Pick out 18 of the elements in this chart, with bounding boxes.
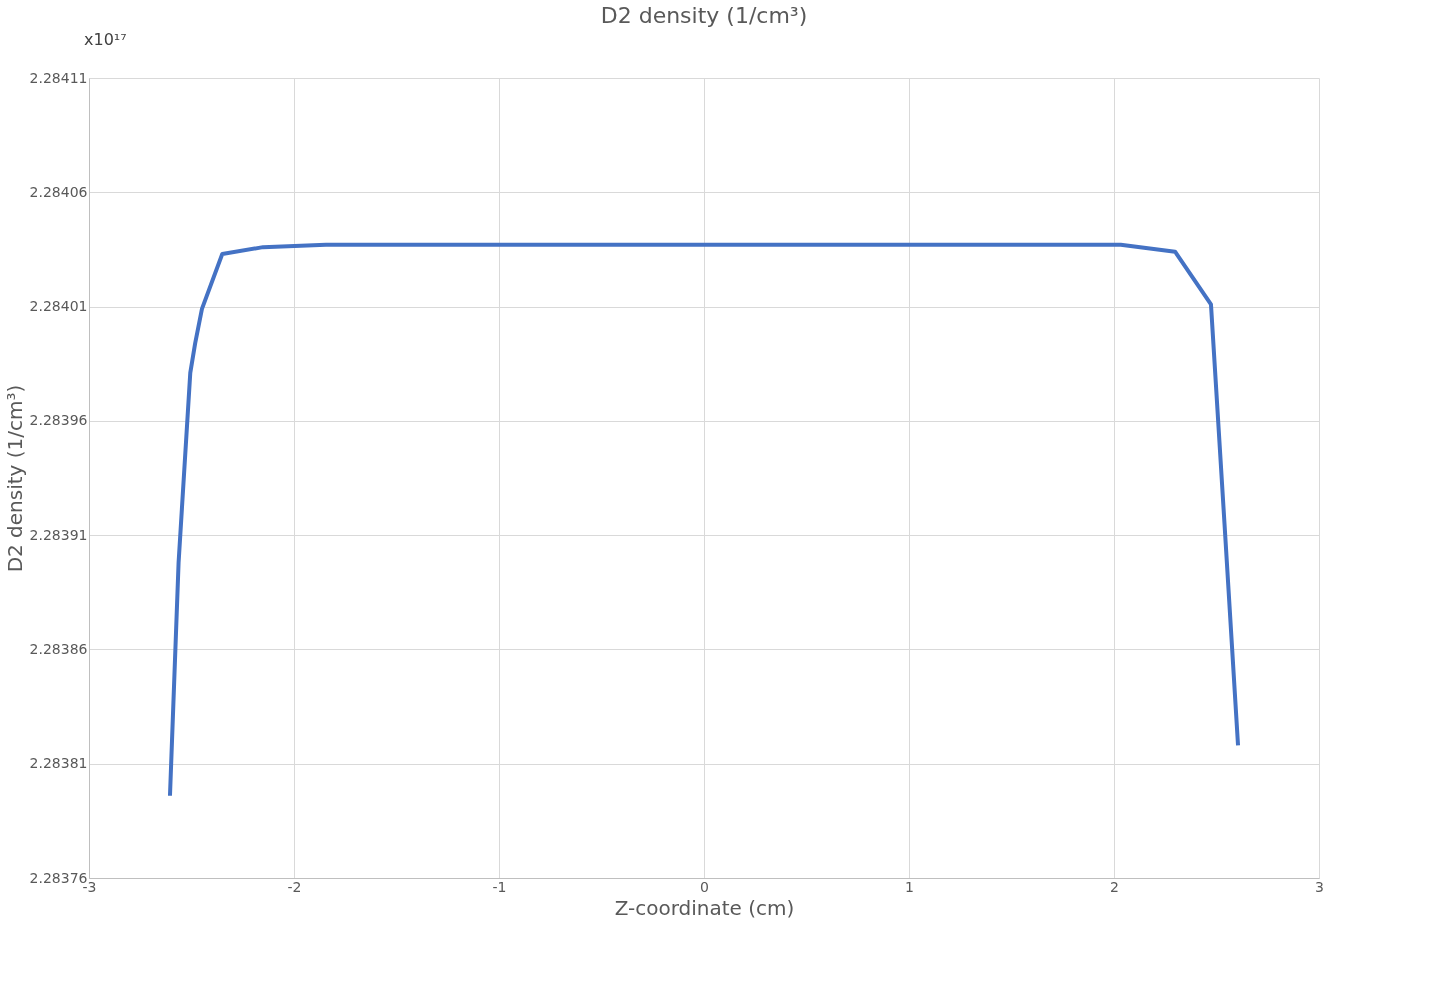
y-tick-label: 2.28386 [29, 640, 88, 657]
text: x10¹⁷ [84, 30, 127, 49]
chart-title: D2 density (1/cm³) [600, 3, 808, 28]
x-axis-title: Z-coordinate (cm) [614, 895, 795, 920]
x-tick-label: 0 [700, 878, 709, 895]
y-tick-label: 2.28411 [29, 69, 88, 86]
y-tick-label: 2.28381 [29, 755, 88, 772]
line-series [167, 242, 1241, 798]
y-tick-label: 2.28391 [29, 526, 88, 543]
y-tick-label: 2.28406 [29, 183, 88, 200]
y-tick-label: 2.28396 [29, 412, 88, 429]
x-tick-label: 1 [905, 878, 914, 895]
y-tick-label: 2.28401 [29, 298, 88, 315]
x-tick-label: -1 [492, 878, 507, 895]
x-tick-label: -2 [287, 878, 302, 895]
y-axis-title: D2 density (1/cm³) [2, 384, 27, 573]
x-tick-label: 3 [1315, 878, 1324, 895]
x-tick-label: 2 [1110, 878, 1119, 895]
